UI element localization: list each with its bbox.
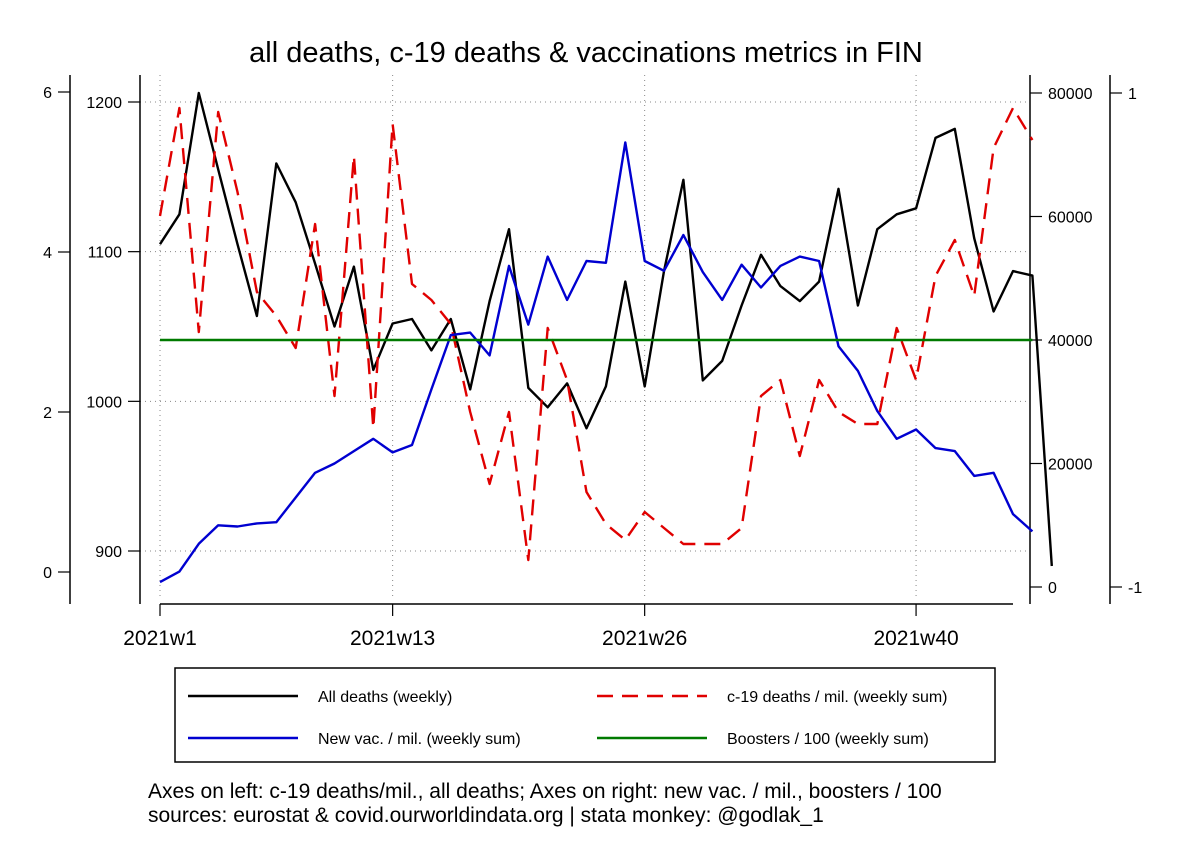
x-tick-label: 2021w1 — [123, 627, 197, 650]
right-inner-tick-label: 40000 — [1048, 333, 1093, 350]
chart-notes: Axes on left: c-19 deaths/mil., all deat… — [148, 780, 942, 828]
left-outer-tick-label: 2 — [43, 405, 52, 422]
series-line-3 — [159, 141, 1034, 584]
right-outer-tick-label: 1 — [1128, 86, 1137, 103]
left-inner-tick-label: 900 — [95, 544, 122, 561]
sources-note: sources: eurostat & covid.ourworldindata… — [148, 804, 824, 827]
left-outer-tick-label: 6 — [43, 85, 52, 102]
legend: All deaths (weekly) c-19 deaths / mil. (w… — [174, 667, 996, 763]
right-outer-tick-label: -1 — [1128, 580, 1142, 597]
legend-label: c-19 deaths / mil. (weekly sum) — [727, 689, 948, 706]
right-inner-tick-label: 60000 — [1048, 210, 1093, 227]
left-inner-tick-label: 1100 — [88, 245, 123, 262]
left-inner-tick-label: 1000 — [86, 394, 122, 411]
x-tick-label: 2021w26 — [602, 627, 687, 650]
grid — [140, 75, 1030, 600]
right-inner-tick-label: 0 — [1048, 580, 1057, 597]
right-inner-tick-label: 20000 — [1048, 457, 1093, 474]
series-line-2 — [158, 106, 1034, 562]
series-line-1 — [158, 91, 1053, 567]
right-inner-tick-label: 80000 — [1048, 86, 1093, 103]
axes-note: Axes on left: c-19 deaths/mil., all deat… — [148, 780, 942, 803]
left-outer-tick-label: 0 — [43, 565, 52, 582]
left-outer-tick-label: 4 — [43, 245, 52, 262]
chart: all deaths, c-19 deaths & vaccinations m… — [43, 37, 1142, 763]
chart-title: all deaths, c-19 deaths & vaccinations m… — [249, 37, 923, 69]
legend-label: New vac. / mil. (weekly sum) — [318, 731, 521, 748]
left-inner-tick-label: 1200 — [86, 95, 122, 112]
x-tick-label: 2021w13 — [350, 627, 435, 650]
legend-label: Boosters / 100 (weekly sum) — [727, 731, 929, 748]
legend-label: All deaths (weekly) — [318, 689, 452, 706]
axes: 0 2 4 6 900 1000 1100 1200 0 20000 40000 60000 80000… — [43, 75, 1142, 650]
legend-box — [174, 667, 996, 763]
series-lines — [158, 91, 1053, 584]
x-tick-label: 2021w40 — [873, 627, 958, 650]
